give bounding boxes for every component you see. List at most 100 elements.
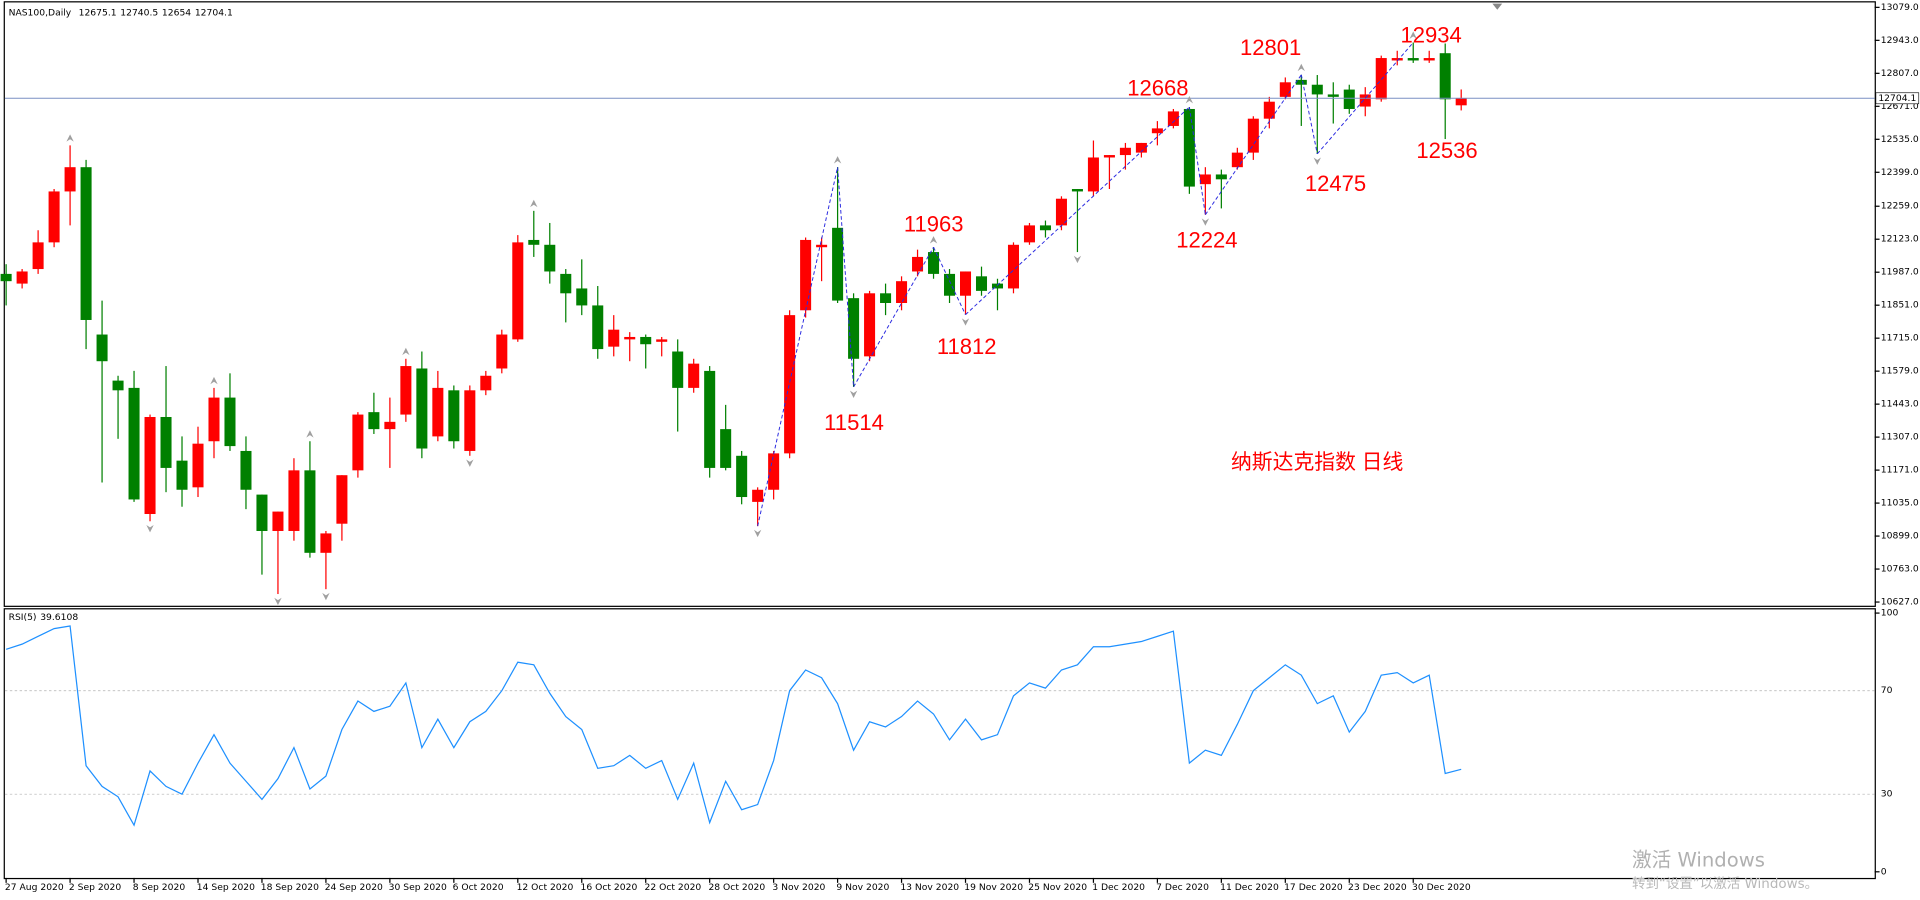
candle-body	[64, 167, 76, 192]
candle-body	[864, 293, 876, 357]
symbol: NAS100,Daily	[9, 7, 72, 18]
candle-body	[975, 276, 988, 291]
candle-body	[1103, 155, 1115, 158]
x-tick-label: 30 Sep 2020	[389, 882, 447, 893]
x-tick-label: 25 Nov 2020	[1028, 882, 1087, 893]
candle-body	[1231, 152, 1243, 168]
candle-body	[1455, 98, 1467, 106]
x-tick-label: 13 Nov 2020	[900, 882, 959, 893]
candle-body	[480, 375, 492, 391]
x-tick-label: 9 Nov 2020	[836, 882, 889, 893]
annotation: 11514	[824, 410, 884, 435]
pivot-arrow	[322, 592, 330, 601]
candle-body	[1151, 128, 1163, 134]
candle-body	[160, 416, 172, 468]
candle-body	[608, 329, 620, 347]
candle-body	[208, 397, 220, 442]
annotation: 12801	[1240, 35, 1301, 60]
candle-body	[0, 273, 12, 282]
rsi-line	[5, 625, 1462, 827]
candle-body	[240, 450, 252, 490]
candle-body	[1215, 174, 1227, 180]
candle-body	[320, 533, 332, 553]
y-tick-label: 12535.0	[1881, 134, 1919, 145]
candle-body	[912, 256, 924, 272]
x-tick-label: 19 Nov 2020	[964, 882, 1023, 893]
candle-body	[1087, 157, 1099, 192]
pivot-arrow	[466, 459, 474, 467]
low-value: 12654	[162, 7, 191, 18]
candle-body	[352, 414, 364, 471]
x-tick-label: 3 Nov 2020	[772, 882, 825, 893]
y-tick-label: 11579.0	[1881, 366, 1919, 377]
annotation: 12668	[1127, 75, 1188, 100]
x-tick-label: 12 Oct 2020	[517, 882, 574, 893]
y-tick-label: 12671.0	[1881, 101, 1919, 112]
candle-body	[1183, 108, 1195, 187]
price-panel	[3, 1, 1876, 607]
candle-body	[1023, 225, 1035, 243]
annotation: 12934	[1400, 23, 1461, 48]
pivot-arrow	[306, 430, 314, 438]
y-tick-label: 11443.0	[1881, 399, 1919, 410]
y-tick-label: 10627.0	[1881, 597, 1919, 608]
annotation: 12475	[1305, 171, 1366, 196]
candle-body	[176, 460, 188, 490]
pivot-arrow	[929, 236, 938, 244]
annotation: 12536	[1416, 138, 1477, 163]
candle-body	[1119, 147, 1131, 156]
y-tick-label: 30	[1881, 789, 1893, 800]
candle-body	[1391, 58, 1403, 61]
candle-body	[1279, 82, 1291, 97]
pivot-arrow	[833, 156, 842, 164]
candle-body	[1311, 84, 1323, 95]
candle-body	[816, 244, 828, 248]
candle-body	[1247, 118, 1259, 153]
candle-body	[1135, 142, 1147, 153]
annotation: 11812	[937, 334, 997, 359]
candle-body	[960, 271, 972, 296]
candle-body	[720, 429, 732, 468]
candle-body	[592, 305, 604, 350]
y-tick-label: 10899.0	[1881, 531, 1919, 542]
y-tick-label: 11035.0	[1881, 498, 1919, 509]
y-tick-label: 12943.0	[1881, 35, 1919, 46]
candle-body	[1423, 58, 1435, 61]
candle-body	[688, 363, 700, 388]
candle-body	[1007, 244, 1019, 289]
close-value: 12704.1	[195, 7, 233, 18]
candle-body	[880, 293, 892, 304]
candle-body	[1071, 189, 1083, 192]
pivot-arrow	[1313, 157, 1321, 165]
y-tick-label: 70	[1881, 685, 1893, 696]
pivot-arrow	[1201, 218, 1210, 226]
annotation: 纳斯达克指数 日线	[1231, 451, 1404, 474]
x-tick-label: 22 Oct 2020	[644, 882, 701, 893]
pivot-arrow	[210, 376, 218, 385]
zigzag-segment	[853, 246, 934, 388]
candle-body	[848, 298, 860, 359]
candle-body	[384, 421, 396, 430]
candle-body	[896, 281, 908, 304]
candle-body	[304, 470, 316, 553]
x-tick-label: 14 Sep 2020	[197, 882, 255, 893]
watermark-text: 转到“设置”以激活 Windows。	[1632, 876, 1818, 892]
zigzag-segment	[965, 106, 1190, 316]
x-tick-label: 30 Dec 2020	[1412, 882, 1471, 893]
x-tick-label: 18 Sep 2020	[261, 882, 319, 893]
candle-body	[768, 453, 780, 490]
x-tick-label: 7 Dec 2020	[1156, 882, 1209, 893]
candle-body	[464, 390, 476, 451]
candle-body	[576, 288, 588, 306]
candle-body	[416, 368, 428, 449]
candle-body	[1295, 79, 1307, 85]
candle-body	[288, 470, 300, 531]
pivot-arrow	[1185, 96, 1194, 104]
candle-body	[192, 443, 204, 488]
y-tick-label: 11851.0	[1881, 300, 1919, 311]
candle-body	[624, 336, 636, 340]
candle-body	[832, 227, 844, 301]
candle-body	[1375, 58, 1387, 100]
